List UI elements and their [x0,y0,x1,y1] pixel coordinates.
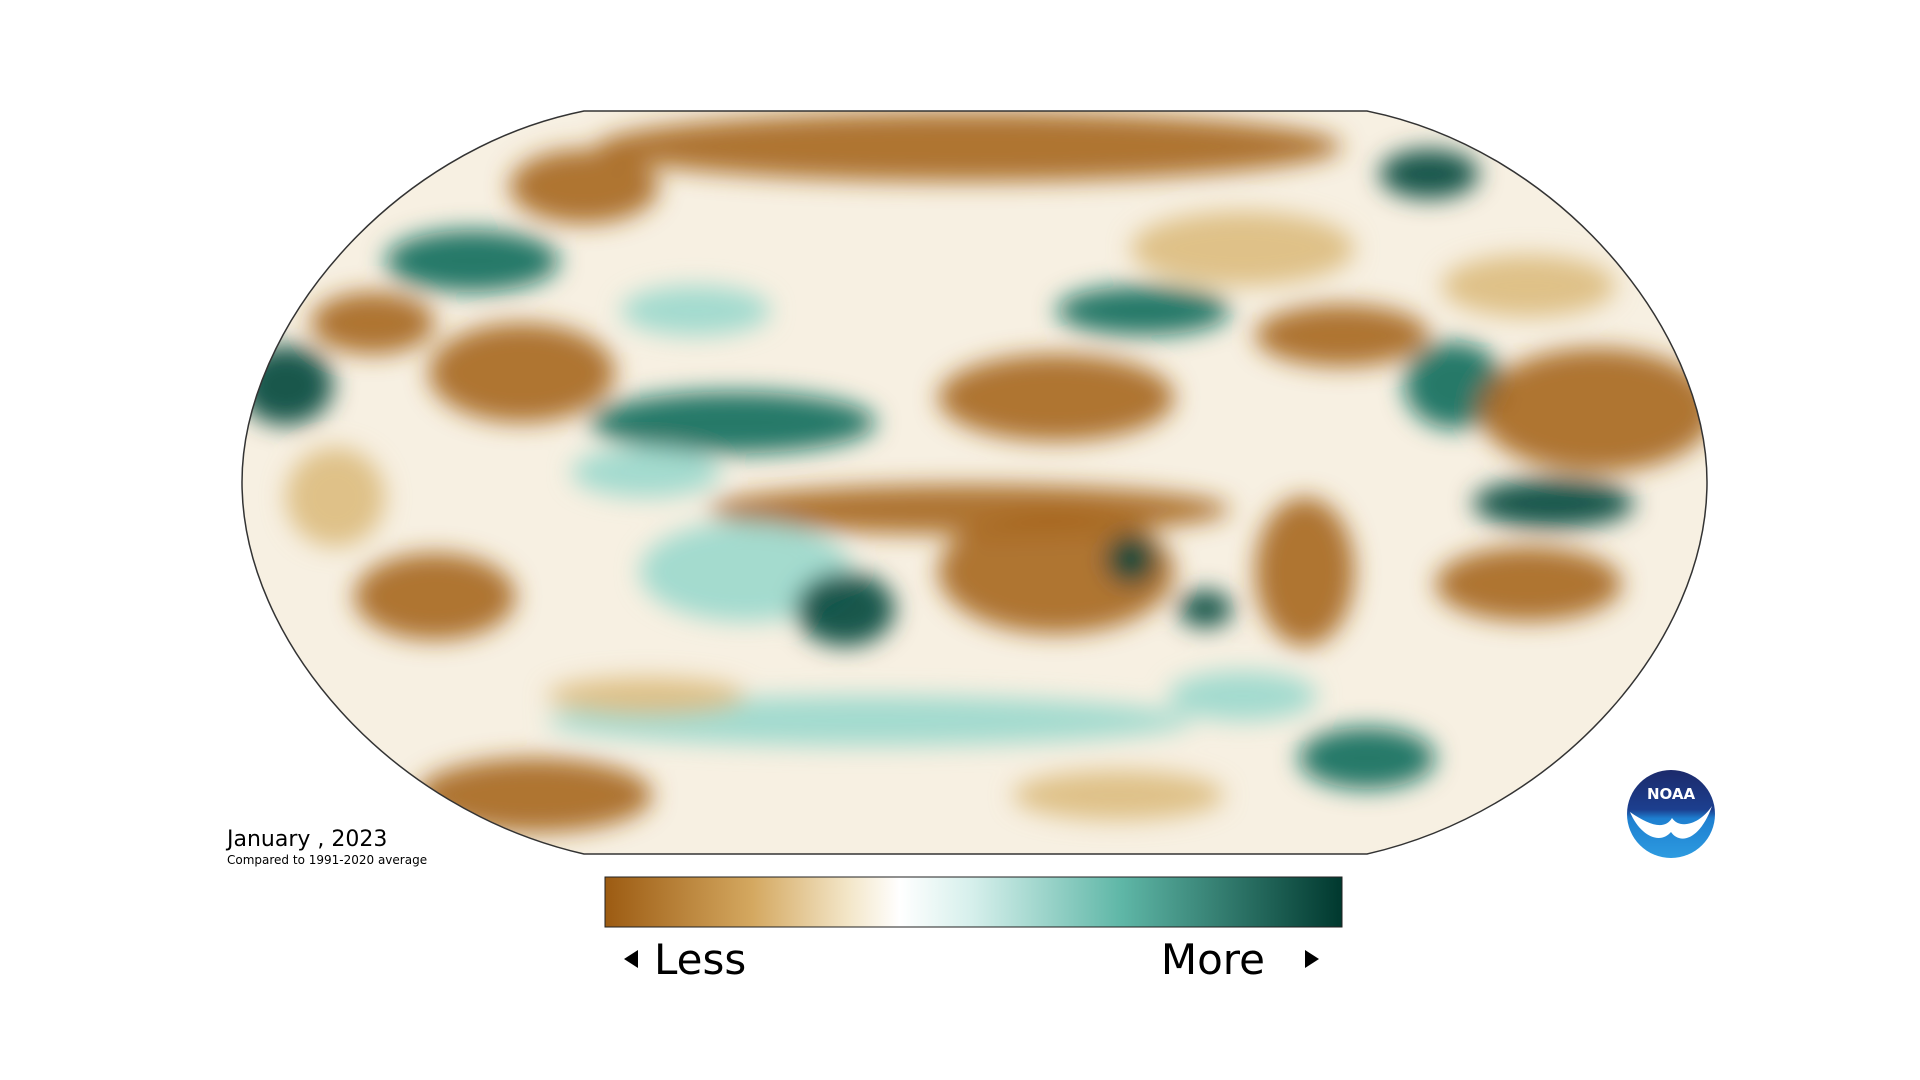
anomaly-blob [285,447,386,547]
color-bar [604,876,1343,928]
anomaly-blob [621,285,771,336]
anomaly-blob [1472,478,1635,529]
noaa-logo: NOAA [1627,770,1715,858]
logo-bird [1630,806,1712,839]
logo-text: NOAA [1647,785,1696,803]
map-field [242,111,1707,854]
legend-high: More [1161,935,1265,984]
map-outline [241,110,1708,855]
anomaly-blob [242,345,334,426]
anomaly-blob [1404,341,1504,429]
anomaly-blob [571,447,721,498]
anomaly-blob [795,571,895,647]
anomaly-blob [509,149,659,224]
anomaly-blob [596,111,1343,182]
anomaly-blob [1255,304,1430,367]
anomaly-blob [1178,590,1233,628]
anomaly-blob [385,229,560,293]
baseline-note: Compared to 1991-2020 average [227,853,427,867]
anomaly-blob [1168,671,1318,721]
legend-low: Less [654,935,746,984]
logo-circle [1627,770,1715,858]
anomaly-blob [1012,770,1225,821]
anomaly-blob [546,677,746,715]
less-arrow [624,950,638,968]
anomaly-blob [1379,149,1479,199]
anomaly-blob [1255,497,1355,647]
anomaly-blob [1130,211,1355,286]
anomaly-blob [428,323,616,423]
anomaly-blob [1435,546,1622,622]
anomaly-blob [1106,534,1156,585]
anomaly-blob [1478,347,1707,473]
anomaly-blob [1441,254,1616,317]
date-label: January , 2023 [225,827,387,852]
anomaly-blob [416,758,653,833]
anomaly-blob [1298,726,1436,790]
anomaly-blob [938,354,1175,442]
anomaly-blobs [242,111,1707,833]
anomaly-blob [590,391,877,454]
anomaly-blob [310,292,435,355]
anomaly-blob [354,553,516,641]
anomaly-blob [1056,285,1231,336]
more-arrow [1305,950,1319,968]
